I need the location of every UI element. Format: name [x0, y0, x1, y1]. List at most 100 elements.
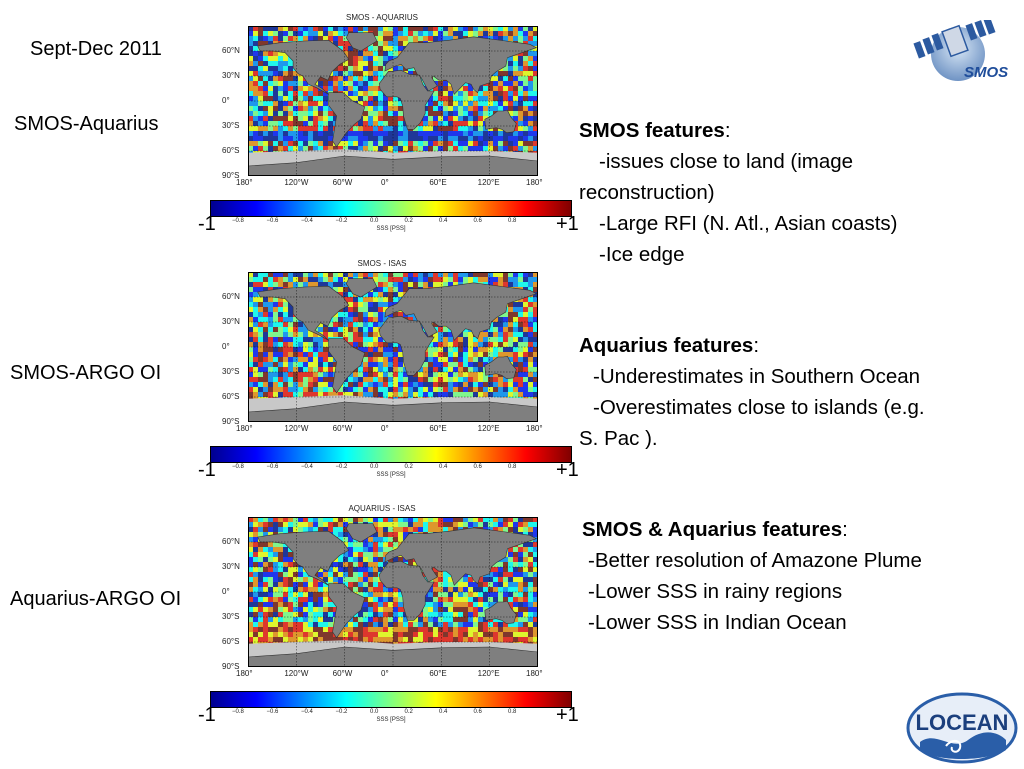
longitude-tick-label: 180° [526, 669, 543, 678]
colorbar-tick-label: −0.2 [336, 218, 348, 224]
colorbar-tick-label: 0.4 [439, 218, 447, 224]
locean-logo: LOCEAN [906, 690, 1018, 764]
colorbar [210, 691, 572, 708]
smos-logo: SMOS [912, 20, 1020, 84]
colorbar-tick-label: −0.2 [336, 464, 348, 470]
longitude-tick-label: 180° [236, 669, 253, 678]
latitude-tick-label: 60°N [222, 292, 240, 301]
colorbar-tick-label: 0.6 [474, 709, 482, 715]
latitude-tick-label: 60°N [222, 46, 240, 55]
scale-min-label: -1 [198, 704, 216, 727]
smos-feature-item: -Large RFI (N. Atl., Asian coasts) [579, 208, 1019, 239]
scale-max-label: +1 [556, 459, 579, 482]
longitude-tick-label: 120°E [478, 669, 500, 678]
colorbar-tick-label: −0.4 [301, 709, 313, 715]
latitude-tick-label: 30°N [222, 562, 240, 571]
latitude-tick-label: 0° [222, 342, 230, 351]
colorbar-tick-label: 0.8 [508, 218, 516, 224]
both-features: SMOS & Aquarius features: -Better resolu… [582, 514, 1022, 638]
latitude-tick-label: 0° [222, 96, 230, 105]
both-feature-item: -Lower SSS in Indian Ocean [582, 607, 1022, 638]
colorbar-axis-label: SSS [PSS] [210, 472, 572, 478]
latitude-tick-label: 30°S [222, 612, 239, 621]
row-label-aquarius-argo: Aquarius-ARGO OI [10, 588, 181, 611]
longitude-tick-label: 180° [236, 424, 253, 433]
map-title: SMOS - AQUARIUS [212, 13, 552, 22]
latitude-tick-label: 30°N [222, 71, 240, 80]
row-label-smos-aquarius: SMOS-Aquarius [14, 113, 159, 136]
longitude-tick-label: 180° [236, 178, 253, 187]
colorbar-tick-label: −0.6 [267, 464, 279, 470]
colorbar [210, 200, 572, 217]
longitude-tick-label: 60°W [333, 178, 353, 187]
longitude-tick-label: 120°E [478, 178, 500, 187]
longitude-tick-label: 180° [526, 424, 543, 433]
longitude-tick-label: 120°W [284, 424, 308, 433]
smos-feature-item: -Ice edge [579, 239, 1019, 270]
longitude-tick-label: 180° [526, 178, 543, 187]
satellite-icon: SMOS [912, 20, 1020, 84]
longitude-tick-label: 60°E [429, 424, 446, 433]
scale-min-label: -1 [198, 459, 216, 482]
longitude-tick-label: 60°W [333, 424, 353, 433]
colorbar-tick-label: 0.4 [439, 709, 447, 715]
sss-difference-map [248, 26, 538, 176]
longitude-tick-label: 60°W [333, 669, 353, 678]
map-title: SMOS - ISAS [212, 259, 552, 268]
longitude-tick-label: 120°W [284, 669, 308, 678]
latitude-tick-label: 60°N [222, 537, 240, 546]
both-feature-item: -Lower SSS in rainy regions [582, 576, 1022, 607]
scale-min-label: -1 [198, 213, 216, 236]
aquarius-feature-item: -Underestimates in Southern Ocean [579, 361, 1019, 392]
colorbar-tick-label: 0.2 [405, 218, 413, 224]
colorbar-tick-label: −0.8 [232, 709, 244, 715]
longitude-tick-label: 60°E [429, 178, 446, 187]
aquarius-feature-item: -Overestimates close to islands (e.g. [579, 392, 1019, 423]
both-feature-item: -Better resolution of Amazone Plume [582, 545, 1022, 576]
colorbar-tick-label: 0.2 [405, 464, 413, 470]
colorbar-tick-label: 0.0 [370, 464, 378, 470]
latitude-tick-label: 60°S [222, 392, 239, 401]
colorbar-tick-label: 0.8 [508, 464, 516, 470]
longitude-tick-label: 0° [381, 424, 389, 433]
colorbar-tick-label: −0.8 [232, 218, 244, 224]
latitude-tick-label: 30°S [222, 367, 239, 376]
aquarius-features: Aquarius features: -Underestimates in So… [579, 330, 1019, 454]
both-features-heading: SMOS & Aquarius features [582, 518, 842, 541]
longitude-tick-label: 0° [381, 178, 389, 187]
smos-feature-item: reconstruction) [579, 177, 1019, 208]
latitude-tick-label: 60°S [222, 637, 239, 646]
latitude-tick-label: 30°S [222, 121, 239, 130]
row-label-smos-argo: SMOS-ARGO OI [10, 362, 161, 385]
colorbar-axis-label: SSS [PSS] [210, 226, 572, 232]
sss-difference-map [248, 272, 538, 422]
colorbar [210, 446, 572, 463]
colorbar-tick-label: 0.0 [370, 218, 378, 224]
smos-features: SMOS features: -issues close to land (im… [579, 115, 1019, 270]
colorbar-tick-label: 0.8 [508, 709, 516, 715]
longitude-tick-label: 0° [381, 669, 389, 678]
smos-feature-item: -issues close to land (image [579, 146, 1019, 177]
colorbar-tick-label: −0.6 [267, 709, 279, 715]
colorbar-tick-label: 0.6 [474, 464, 482, 470]
longitude-tick-label: 60°E [429, 669, 446, 678]
longitude-tick-label: 120°W [284, 178, 308, 187]
scale-max-label: +1 [556, 704, 579, 727]
latitude-tick-label: 60°S [222, 146, 239, 155]
colorbar-tick-label: −0.4 [301, 218, 313, 224]
colorbar-tick-label: 0.2 [405, 709, 413, 715]
wave-icon: LOCEAN [906, 690, 1018, 764]
aquarius-features-heading: Aquarius features [579, 334, 753, 357]
locean-logo-text: LOCEAN [916, 710, 1009, 735]
smos-logo-text: SMOS [964, 64, 1008, 81]
sss-difference-map [248, 517, 538, 667]
latitude-tick-label: 30°N [222, 317, 240, 326]
colorbar-tick-label: 0.6 [474, 218, 482, 224]
colorbar-tick-label: −0.8 [232, 464, 244, 470]
aquarius-feature-item: S. Pac ). [579, 423, 1019, 454]
longitude-tick-label: 120°E [478, 424, 500, 433]
colorbar-tick-label: 0.0 [370, 709, 378, 715]
colorbar-tick-label: −0.4 [301, 464, 313, 470]
latitude-tick-label: 0° [222, 587, 230, 596]
colorbar-tick-label: 0.4 [439, 464, 447, 470]
